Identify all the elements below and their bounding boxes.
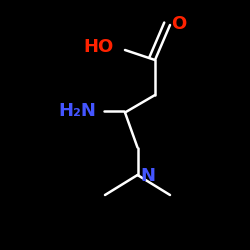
Text: H₂N: H₂N: [58, 102, 96, 120]
Text: O: O: [171, 15, 186, 33]
Text: N: N: [140, 167, 155, 185]
Text: HO: HO: [84, 38, 114, 56]
